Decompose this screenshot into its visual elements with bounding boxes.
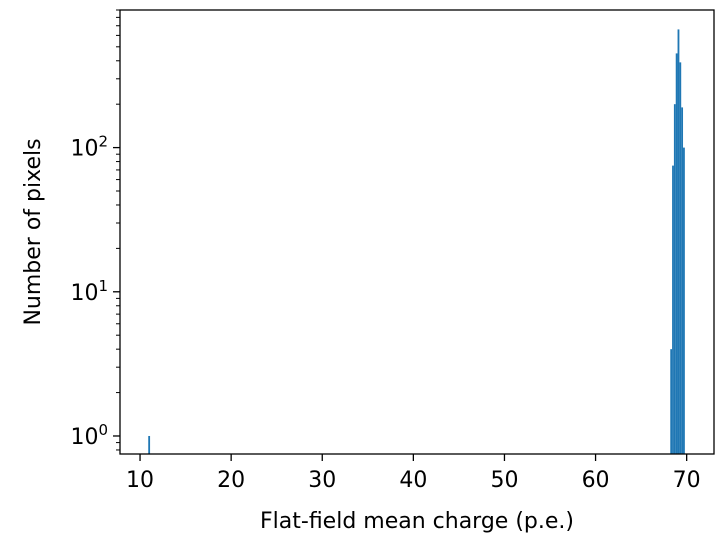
y-axis-label: Number of pixels	[21, 138, 46, 325]
x-axis-ticks: 10 20 30 40 50 60 70	[126, 454, 701, 493]
y-tick-label: 100	[70, 421, 108, 450]
x-tick-label: 30	[308, 468, 336, 493]
x-axis-label: Flat-field mean charge (p.e.)	[260, 509, 574, 534]
y-tick-label: 102	[70, 133, 108, 162]
histogram-bar	[683, 147, 685, 455]
histogram-bar	[673, 104, 676, 454]
histogram-bar	[679, 62, 682, 455]
x-tick-label: 50	[490, 468, 518, 493]
histogram-bar	[670, 349, 673, 454]
bars-group	[148, 29, 685, 455]
histogram-bar	[672, 165, 674, 455]
x-tick-label: 70	[673, 468, 701, 493]
histogram-bar	[677, 29, 680, 454]
x-tick-label: 20	[217, 468, 245, 493]
x-tick-label: 40	[399, 468, 427, 493]
x-tick-label: 60	[582, 468, 610, 493]
histogram-bar	[675, 53, 678, 455]
histogram-bar	[681, 107, 684, 455]
plot-frame	[119, 9, 715, 455]
y-tick-label: 101	[70, 277, 108, 306]
y-axis-ticks: 100 101 102	[70, 9, 120, 451]
x-tick-label: 10	[126, 468, 154, 493]
histogram-bar	[148, 435, 151, 454]
